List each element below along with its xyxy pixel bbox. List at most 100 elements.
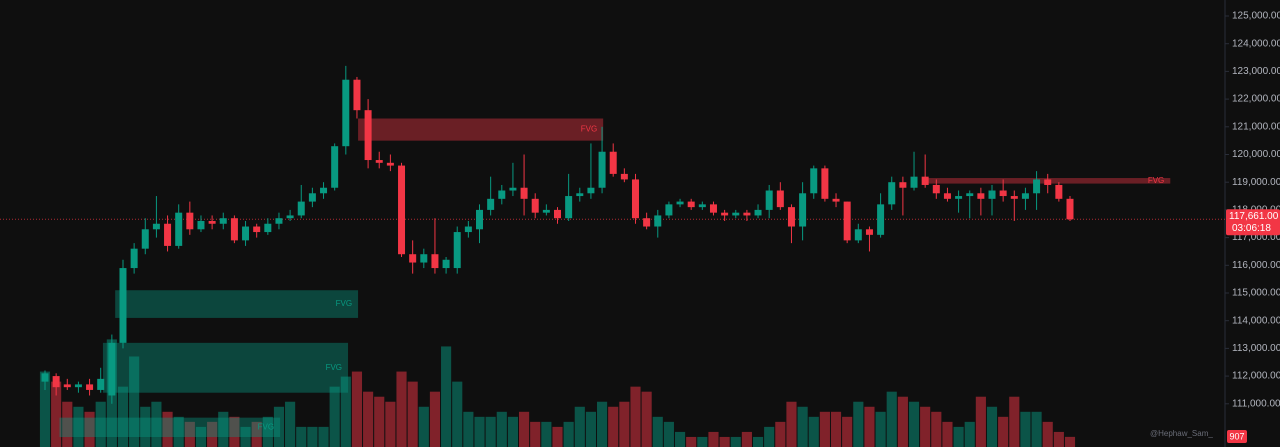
candle-body [164,223,172,246]
zone-label: FVG [326,363,342,372]
volume-bar [674,431,686,447]
candle-body [910,176,918,188]
fvg-zone [59,417,281,438]
candle-body [464,226,472,233]
volume-bar [195,426,207,447]
candle-body [631,179,639,219]
volume-bar [574,406,585,447]
volume-bar [975,396,986,447]
zone-label: FVG [1148,176,1164,185]
volume-bar [307,426,318,447]
volume-label: 907 [1229,431,1244,441]
candle-body [520,187,528,199]
volume-bar [229,416,240,447]
volume-bar [719,436,730,447]
fvg-zone [115,290,359,318]
candle-body [977,193,985,199]
volume-bar [552,426,563,447]
candle-body [197,220,205,230]
watermark: @Hephaw_Sam_ [1150,429,1213,438]
volume-bar [842,416,853,447]
candle-body [709,204,717,213]
volume-bar [340,376,351,447]
volume-bar [864,406,875,447]
candle-body [509,187,517,191]
candle-body [787,207,795,227]
candle-body [943,193,951,199]
zone-label: FVG [581,125,597,134]
candle-body [1055,184,1063,199]
volume-bar [407,381,418,447]
candle-body [398,165,406,255]
volume-bar [964,421,975,447]
volume-bar [953,426,964,447]
y-tick-label: 116,000.00 [1232,260,1280,271]
candle-body [776,190,784,208]
volume-bar [39,371,51,447]
y-tick-label: 121,000.00 [1232,121,1280,132]
candle-body [320,187,328,194]
candle-body [620,173,628,180]
volume-bar [329,386,340,447]
candle-body [966,193,974,197]
candle-body [242,226,250,241]
volume-bar [875,411,886,447]
candle-body [932,184,940,194]
candle-body [275,218,283,224]
candle-body [308,193,316,202]
candle-body [41,373,49,382]
candle-body [698,204,706,208]
volume-bar [129,356,140,447]
candle-body [810,168,818,194]
candle-body [665,204,673,216]
y-tick-label: 114,000.00 [1232,315,1280,326]
volume-bar [1064,436,1076,447]
candle-body [1033,179,1041,194]
candle-body [52,376,60,388]
candle-body [219,218,227,224]
candle-body [108,342,116,396]
zone-label: FVG [336,299,352,308]
volume-bar [541,421,552,447]
candle-body [119,268,127,343]
candle-body [63,384,71,388]
y-tick-label: 115,000.00 [1232,288,1280,299]
candle-body [130,248,138,269]
volume-bar [519,411,530,447]
candle-body [1021,193,1029,199]
volume-bar [775,421,786,447]
volume-bar [730,436,741,447]
volume-bar [1020,411,1031,447]
y-tick-label: 124,000.00 [1232,38,1280,49]
volume-bar [752,436,764,447]
candle-body [264,223,272,233]
candle-body [353,79,361,111]
volume-bar [1031,411,1042,447]
candle-body [186,212,194,230]
candle-body [1066,198,1074,220]
volume-bar [608,406,619,447]
candle-body [286,215,294,219]
volume-bar [285,401,296,447]
volume-bar [251,421,262,447]
candle-body [152,223,160,230]
candle-body [877,204,885,235]
volume-bar [998,416,1009,447]
volume-bar [485,416,496,447]
candle-body [654,215,662,227]
volume-bar [184,421,195,447]
last-price-label: 117,661.00 [1229,211,1279,222]
volume-bar [986,406,998,447]
volume-bar [563,421,574,447]
candle-body [375,160,383,163]
volume-bar [686,436,697,447]
volume-bar [51,381,62,447]
volume-bar [830,411,842,447]
candle-body [832,198,840,202]
volume-bar [530,421,541,447]
candle-body [97,378,105,390]
candle-body [487,198,495,210]
candle-body [721,212,729,216]
candle-body [888,182,896,205]
volume-bar [84,411,95,447]
